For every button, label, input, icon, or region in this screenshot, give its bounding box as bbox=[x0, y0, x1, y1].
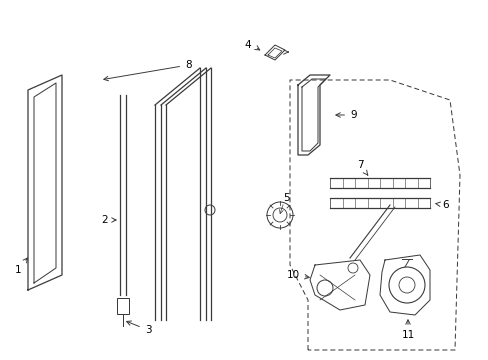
Text: 5: 5 bbox=[283, 193, 290, 203]
Text: 10: 10 bbox=[286, 270, 308, 280]
Text: 7: 7 bbox=[356, 160, 367, 175]
Text: 2: 2 bbox=[102, 215, 116, 225]
Text: 11: 11 bbox=[401, 320, 414, 340]
Text: 3: 3 bbox=[126, 321, 151, 335]
Text: 6: 6 bbox=[435, 200, 447, 210]
Bar bbox=[117, 298, 129, 314]
Text: 8: 8 bbox=[103, 60, 191, 81]
Text: 1: 1 bbox=[15, 258, 27, 275]
Text: 9: 9 bbox=[335, 110, 356, 120]
Text: 4: 4 bbox=[244, 40, 251, 50]
